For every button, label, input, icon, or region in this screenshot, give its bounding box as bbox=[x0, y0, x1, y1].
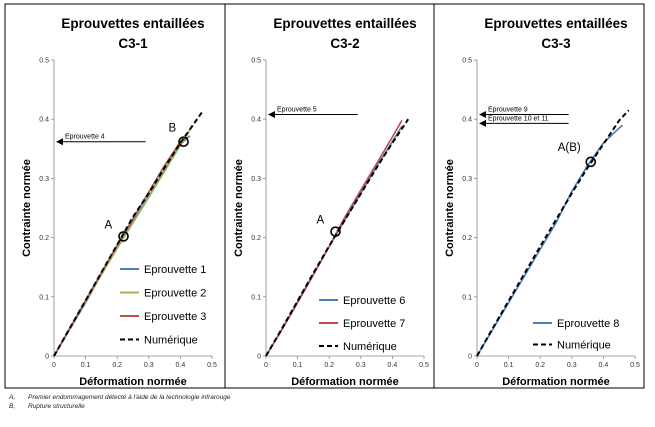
footnote-key: A, bbox=[8, 394, 15, 401]
series-line-eprouvette-7 bbox=[265, 120, 403, 357]
footnotes: A, Premier endommagement détecté à l'aide… bbox=[5, 387, 644, 410]
legend-label: Eprouvette 2 bbox=[144, 288, 206, 300]
legend-label: Eprouvette 8 bbox=[557, 318, 619, 330]
legend-label: Eprouvette 3 bbox=[144, 311, 206, 323]
x-tick-label: 0.3 bbox=[567, 362, 577, 369]
legend-label: Eprouvette 6 bbox=[343, 295, 405, 307]
y-tick-label: 0 bbox=[45, 354, 49, 361]
x-tick-label: 0 bbox=[475, 362, 479, 369]
legend-label: Eprouvette 7 bbox=[343, 318, 405, 330]
y-tick-label: 0.4 bbox=[251, 117, 261, 124]
y-tick-label: 0.3 bbox=[251, 176, 261, 183]
panel-subtitle: C3-2 bbox=[330, 36, 359, 51]
x-tick-label: 0.4 bbox=[176, 362, 186, 369]
x-tick-label: 0 bbox=[264, 362, 268, 369]
arrow-label: Eprouvette 4 bbox=[65, 134, 105, 141]
y-axis-label: Contrainte normée bbox=[444, 159, 456, 257]
point-marker bbox=[178, 136, 189, 147]
point-label: B bbox=[169, 123, 177, 135]
chart-panel-3: Eprouvettes entaillées C3-3 0 0.1 0.2 0.3 0.4 0… bbox=[433, 3, 645, 389]
legend-label: Numérique bbox=[343, 341, 397, 353]
y-tick-label: 0.3 bbox=[39, 176, 49, 183]
x-tick-label: 0.2 bbox=[535, 362, 545, 369]
point-marker bbox=[585, 156, 597, 168]
series-line-num-rique bbox=[53, 110, 204, 357]
panel-title: Eprouvettes entaillées bbox=[61, 16, 204, 31]
legend-label: Numérique bbox=[557, 340, 611, 352]
y-tick-label: 0.5 bbox=[462, 58, 472, 65]
x-axis-label: Déformation normée bbox=[291, 376, 399, 388]
series-line-num-rique bbox=[265, 118, 410, 357]
y-tick-label: 0.3 bbox=[462, 176, 472, 183]
y-tick-label: 0.4 bbox=[39, 117, 49, 124]
y-tick-label: 0.2 bbox=[462, 235, 472, 242]
x-tick-label: 0.3 bbox=[144, 362, 154, 369]
y-tick-label: 0.2 bbox=[251, 235, 261, 242]
panel-subtitle: C3-1 bbox=[118, 36, 148, 51]
y-tick-label: 0.1 bbox=[39, 294, 49, 301]
chart-panel-1: Eprouvettes entaillées C3-1 0 0.1 0.2 0.3 0.4 0… bbox=[4, 3, 226, 389]
footnote-text: Rupture structurelle bbox=[28, 403, 85, 410]
panel-title: Eprouvettes entaillées bbox=[273, 16, 416, 31]
arrow-label: Eprouvette 5 bbox=[277, 106, 317, 113]
series-line-num-rique bbox=[476, 109, 630, 357]
legend-label: Numérique bbox=[144, 335, 198, 347]
footnote-text: Premier endommagement détecté à l'aide d… bbox=[28, 394, 231, 401]
x-tick-label: 0.1 bbox=[504, 362, 514, 369]
x-axis-label: Déformation normée bbox=[79, 376, 187, 388]
y-tick-label: 0.1 bbox=[462, 294, 472, 301]
x-tick-label: 0.1 bbox=[293, 362, 303, 369]
arrow-head bbox=[479, 119, 486, 127]
arrow-head bbox=[479, 110, 486, 118]
x-tick-label: 0.5 bbox=[630, 362, 640, 369]
legend-label: Eprouvette 1 bbox=[144, 264, 206, 276]
y-tick-label: 0 bbox=[468, 354, 472, 361]
point-label: A bbox=[105, 219, 113, 231]
y-axis-label: Contrainte normée bbox=[21, 159, 33, 257]
arrow-label: Eprouvette 10 et 11 bbox=[488, 115, 549, 122]
point-label: A bbox=[317, 215, 325, 227]
y-tick-label: 0.1 bbox=[251, 294, 261, 301]
point-marker bbox=[330, 226, 341, 237]
arrow-head bbox=[56, 138, 63, 146]
panels: Eprouvettes entaillées C3-1 0 0.1 0.2 0.3 0.4 0… bbox=[4, 3, 645, 389]
y-tick-label: 0 bbox=[257, 354, 261, 361]
x-tick-label: 0.4 bbox=[599, 362, 609, 369]
x-tick-label: 0.2 bbox=[324, 362, 334, 369]
x-axis-label: Déformation normée bbox=[502, 376, 610, 388]
arrow-head bbox=[268, 110, 275, 118]
y-tick-label: 0.5 bbox=[251, 58, 261, 65]
x-tick-label: 0.4 bbox=[388, 362, 398, 369]
point-marker bbox=[118, 231, 129, 242]
y-tick-label: 0.5 bbox=[39, 58, 49, 65]
y-tick-label: 0.2 bbox=[39, 235, 49, 242]
x-tick-label: 0.2 bbox=[112, 362, 122, 369]
y-axis-label: Contrainte normée bbox=[233, 159, 245, 257]
x-tick-label: 0.5 bbox=[419, 362, 429, 369]
panel-title: Eprouvettes entaillées bbox=[484, 16, 627, 31]
panel-subtitle: C3-3 bbox=[541, 36, 571, 51]
y-tick-label: 0.4 bbox=[462, 117, 472, 124]
x-tick-label: 0.1 bbox=[81, 362, 91, 369]
x-tick-label: 0.3 bbox=[356, 362, 366, 369]
point-label: A(B) bbox=[558, 142, 581, 154]
footnote-key: B, bbox=[9, 403, 15, 410]
x-tick-label: 0 bbox=[52, 362, 56, 369]
arrow-label: Eprouvette 9 bbox=[488, 106, 528, 113]
x-tick-label: 0.5 bbox=[207, 362, 217, 369]
